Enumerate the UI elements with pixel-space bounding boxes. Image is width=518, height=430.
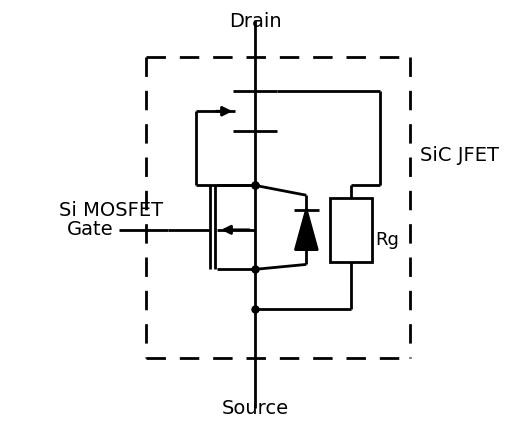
- Bar: [330, 198, 371, 262]
- Polygon shape: [295, 210, 317, 249]
- Text: SiC JFET: SiC JFET: [420, 146, 499, 165]
- Text: Drain: Drain: [228, 12, 281, 31]
- Text: Si MOSFET: Si MOSFET: [59, 200, 163, 220]
- Text: Rg: Rg: [376, 231, 399, 249]
- Text: Gate: Gate: [67, 220, 113, 240]
- Text: Source: Source: [221, 399, 289, 418]
